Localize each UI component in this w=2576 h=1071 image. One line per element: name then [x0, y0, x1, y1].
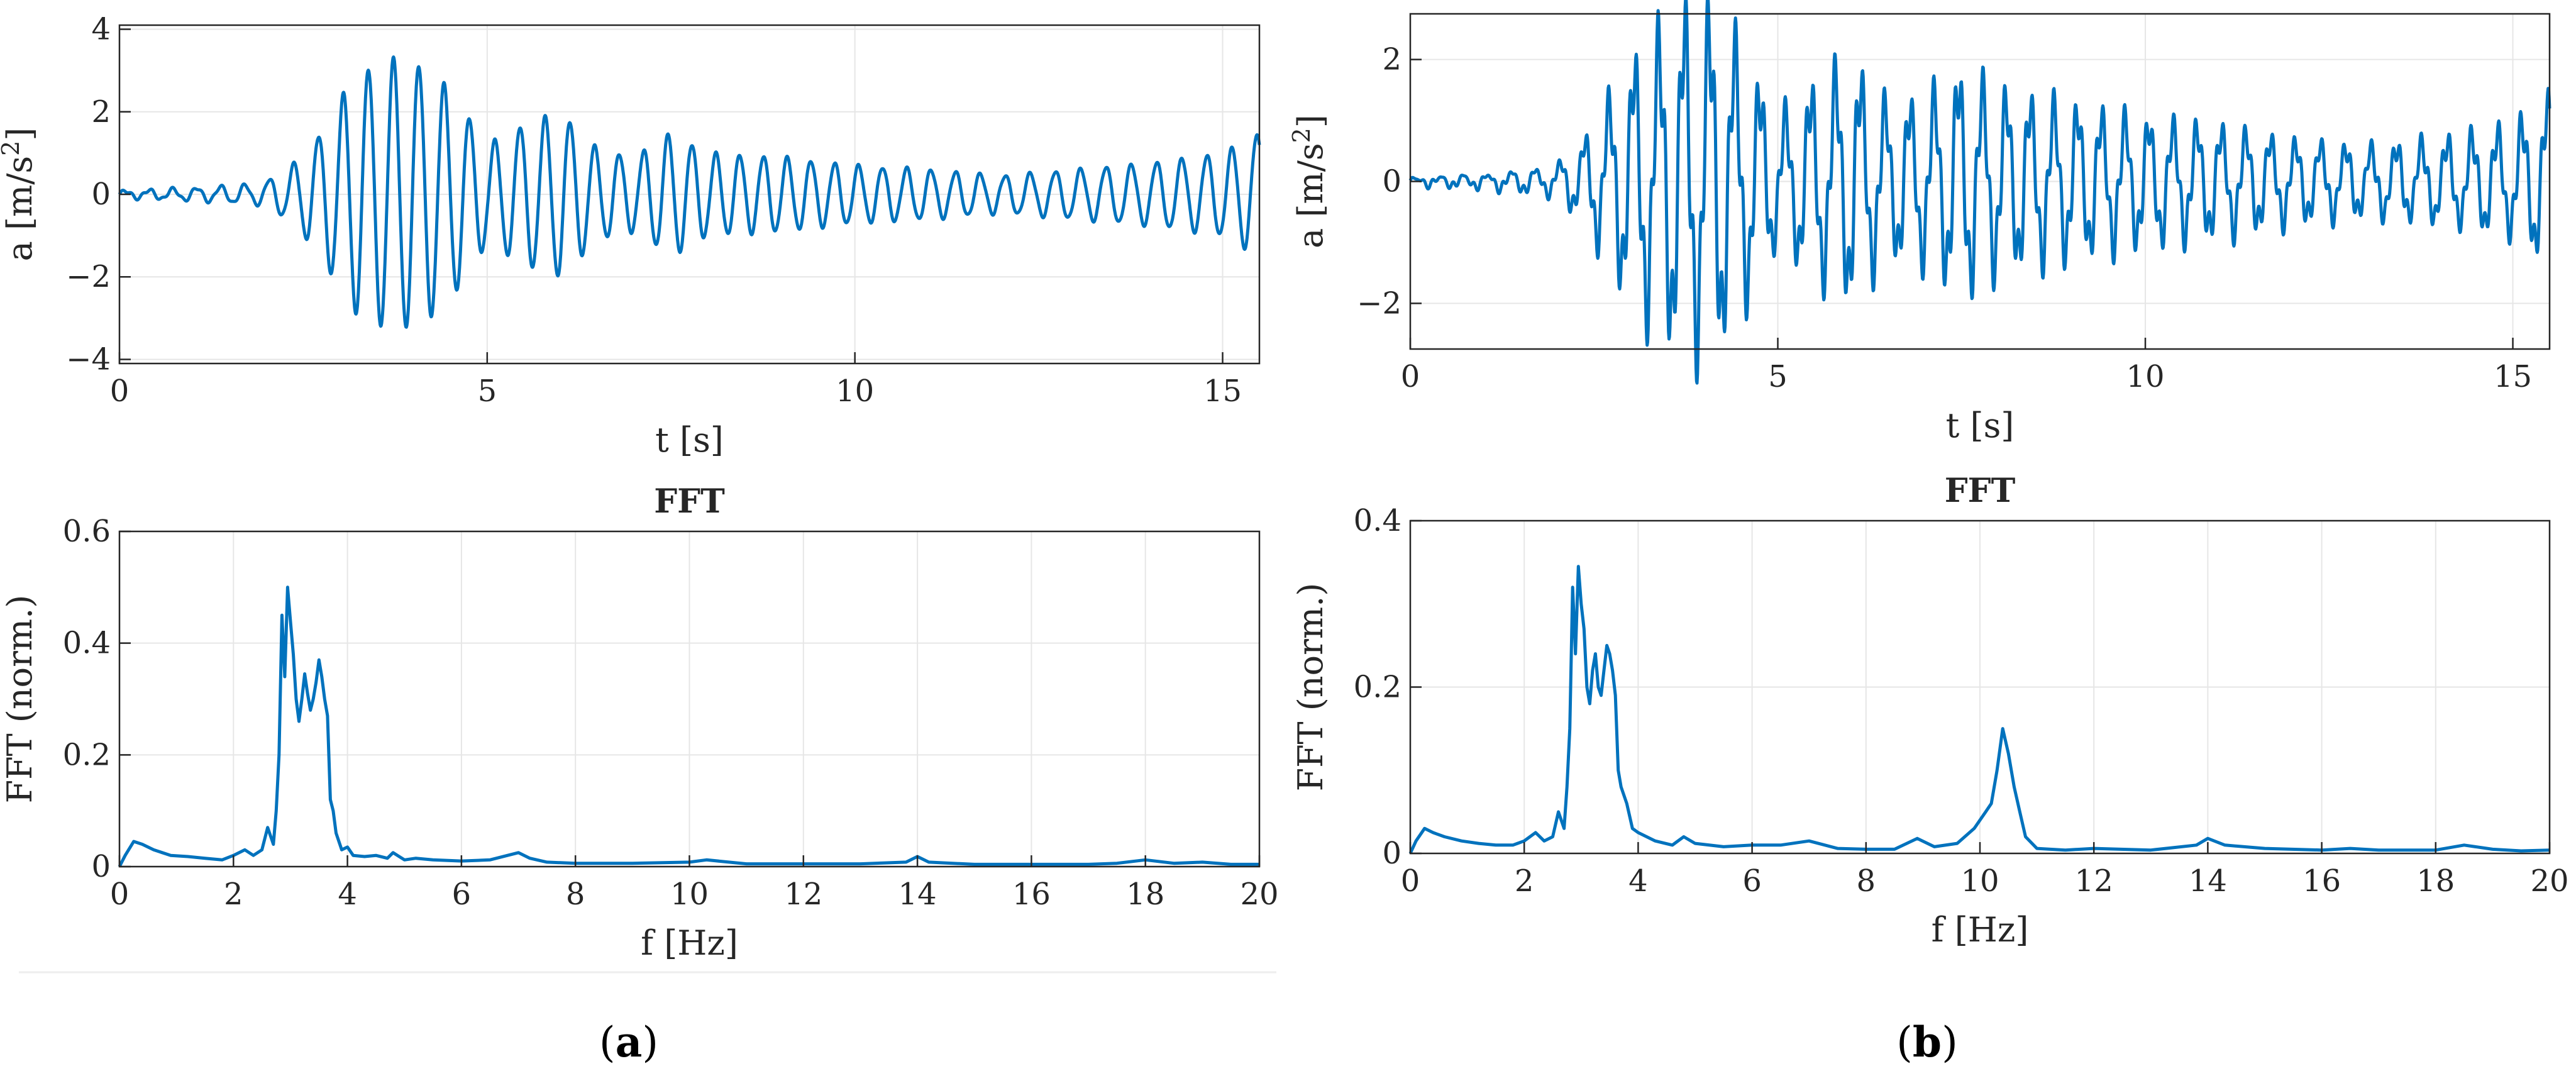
y-tick-label: 0 — [1382, 164, 1401, 199]
x-tick-label: 16 — [2302, 863, 2341, 899]
y-axis-label: a [m/s2] — [0, 128, 40, 262]
x-tick-label: 5 — [1768, 359, 1788, 394]
x-tick-label: 18 — [2416, 863, 2455, 899]
x-tick-label: 0 — [1401, 359, 1420, 394]
x-tick-label: 6 — [452, 877, 472, 912]
x-tick-label: 15 — [1203, 374, 1242, 409]
plot-title: FFT — [1945, 472, 2016, 510]
plot-title: FFT — [654, 482, 725, 521]
x-tick-label: 10 — [836, 374, 874, 409]
y-tick-label: −2 — [66, 259, 111, 294]
x-axis-label: f [Hz] — [641, 923, 738, 963]
y-tick-label: 0.2 — [1354, 670, 1401, 705]
y-axis-label: FFT (norm.) — [1291, 583, 1330, 792]
x-tick-label: 5 — [478, 374, 497, 409]
panel-a-acceleration-plot: 0 5 10 15 −4 −2 0 2 4 t [s] a [m/s2] — [0, 12, 1261, 460]
y-axis-label: FFT (norm.) — [0, 595, 40, 804]
y-tick-label: 0.6 — [63, 514, 111, 549]
x-tick-label: 14 — [898, 877, 937, 912]
x-tick-label: 6 — [1742, 863, 1762, 899]
panel-label-b: (b) — [1896, 1018, 1958, 1067]
x-tick-label: 2 — [1515, 863, 1534, 899]
series-line — [1408, 565, 2550, 855]
x-tick-label: 12 — [784, 877, 822, 912]
y-tick-label: 2 — [1382, 42, 1401, 77]
y-tick-label: 4 — [91, 12, 111, 47]
x-tick-label: 15 — [2494, 359, 2532, 394]
x-tick-label: 8 — [566, 877, 585, 912]
y-tick-label: 2 — [91, 94, 111, 130]
x-tick-label: 0 — [110, 877, 130, 912]
y-tick-label: −4 — [66, 341, 111, 377]
series-line — [1408, 0, 2551, 385]
y-tick-label: 0 — [91, 849, 111, 884]
panel-a-fft-plot: 0 2 4 6 8 10 12 14 16 18 20 0 0.2 0.4 0.6 f [Hz] FFT (no… — [0, 482, 1279, 963]
x-tick-label: 0 — [1401, 863, 1420, 899]
x-tick-label: 16 — [1012, 877, 1051, 912]
series-line — [118, 585, 1259, 868]
x-tick-label: 4 — [1628, 863, 1648, 899]
series-line — [118, 55, 1261, 329]
y-tick-label: −2 — [1357, 286, 1401, 321]
y-tick-label: 0.2 — [63, 737, 111, 772]
panel-label-a: (a) — [599, 1018, 658, 1067]
x-tick-label: 20 — [2530, 863, 2568, 899]
y-axis-label: a [m/s2] — [1288, 114, 1330, 248]
x-axis-label: t [s] — [1946, 406, 2015, 445]
panel-b-fft-plot: 0 2 4 6 8 10 12 14 16 18 20 0 0.2 0.4 f [Hz] FFT (norm.… — [1291, 472, 2569, 950]
x-tick-label: 10 — [670, 877, 709, 912]
x-tick-label: 18 — [1126, 877, 1164, 912]
x-tick-label: 14 — [2189, 863, 2227, 899]
x-axis-label: t [s] — [655, 420, 724, 460]
y-tick-label: 0.4 — [63, 626, 111, 661]
x-tick-label: 4 — [338, 877, 357, 912]
x-tick-label: 10 — [2126, 359, 2164, 394]
x-tick-label: 20 — [1240, 877, 1278, 912]
x-tick-label: 10 — [1960, 863, 1999, 899]
x-tick-label: 8 — [1857, 863, 1876, 899]
x-tick-label: 12 — [2075, 863, 2113, 899]
x-axis-label: f [Hz] — [1932, 910, 2029, 950]
x-tick-label: 2 — [224, 877, 243, 912]
y-tick-label: 0 — [1382, 836, 1401, 871]
x-tick-label: 0 — [110, 374, 130, 409]
y-tick-label: 0.4 — [1354, 503, 1401, 538]
y-tick-label: 0 — [91, 177, 111, 212]
panel-b-acceleration-plot: 0 5 10 15 −2 0 2 t [s] a [m/s2] — [1288, 0, 2551, 445]
